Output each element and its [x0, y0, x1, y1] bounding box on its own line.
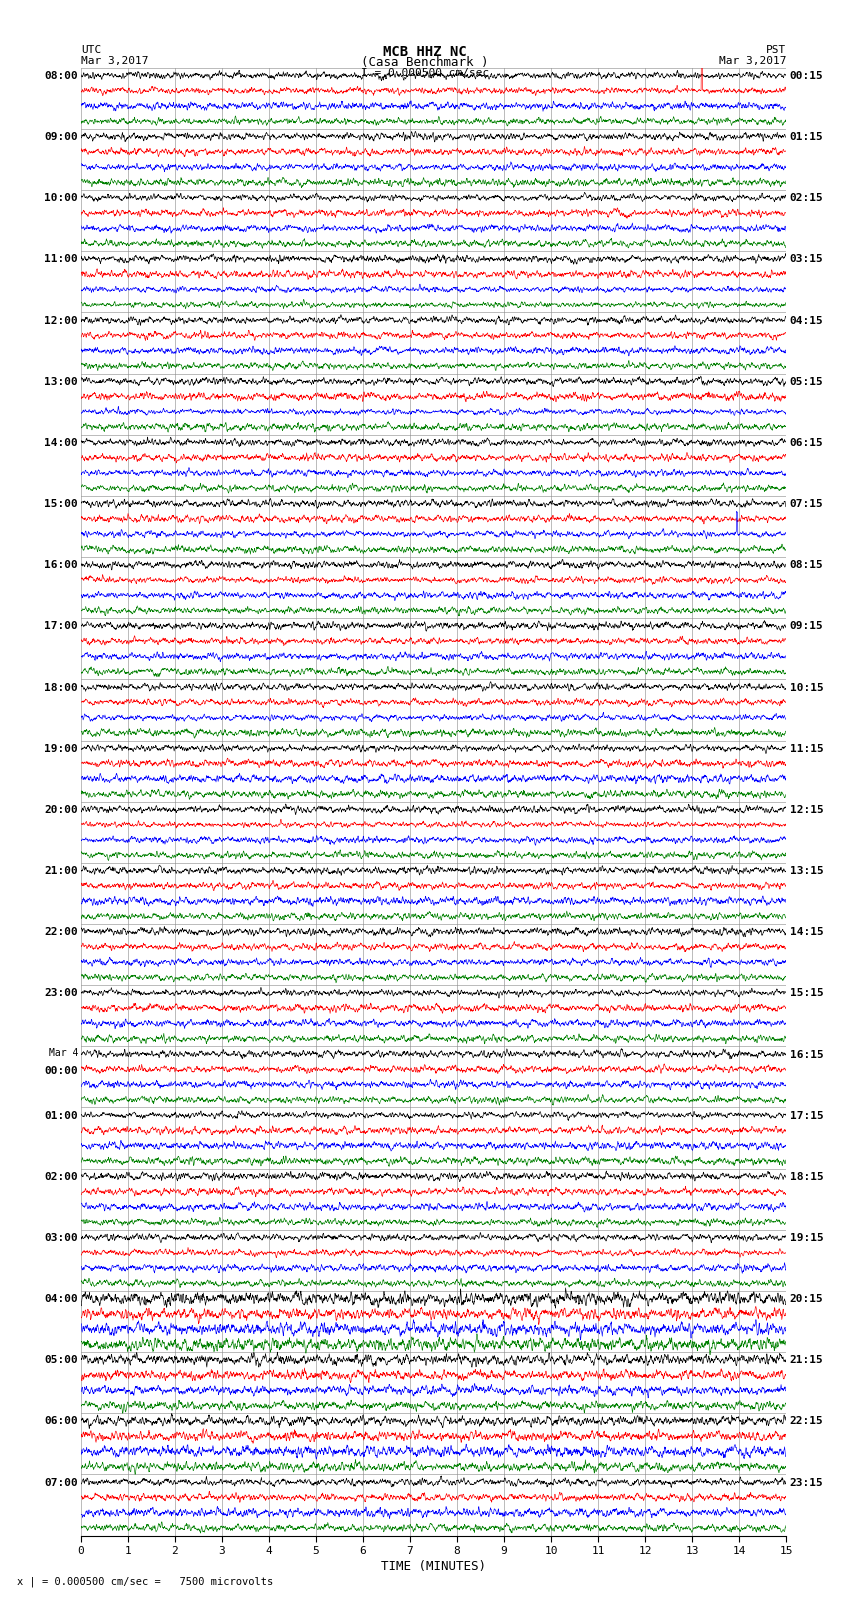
Text: 22:15: 22:15 — [790, 1416, 824, 1426]
Text: 23:15: 23:15 — [790, 1478, 824, 1487]
Text: UTC: UTC — [81, 45, 101, 55]
Text: 15:00: 15:00 — [44, 498, 78, 510]
Text: 08:15: 08:15 — [790, 560, 824, 571]
Text: 18:15: 18:15 — [790, 1171, 824, 1182]
Text: 11:15: 11:15 — [790, 744, 824, 753]
Text: 05:15: 05:15 — [790, 377, 824, 387]
Text: (Casa Benchmark ): (Casa Benchmark ) — [361, 56, 489, 69]
Text: 07:00: 07:00 — [44, 1478, 78, 1487]
Text: Mar 3,2017: Mar 3,2017 — [81, 56, 148, 66]
Text: 21:00: 21:00 — [44, 866, 78, 876]
Text: 06:00: 06:00 — [44, 1416, 78, 1426]
Text: I = 0.000500 cm/sec: I = 0.000500 cm/sec — [361, 68, 489, 77]
Text: 20:15: 20:15 — [790, 1294, 824, 1305]
Text: 14:15: 14:15 — [790, 927, 824, 937]
Text: 01:15: 01:15 — [790, 132, 824, 142]
Text: 09:00: 09:00 — [44, 132, 78, 142]
Text: 02:15: 02:15 — [790, 194, 824, 203]
Text: MCB HHZ NC: MCB HHZ NC — [383, 45, 467, 60]
Text: 16:15: 16:15 — [790, 1050, 824, 1060]
Text: 00:00: 00:00 — [44, 1066, 78, 1076]
Text: 12:15: 12:15 — [790, 805, 824, 815]
Text: 06:15: 06:15 — [790, 439, 824, 448]
Text: 03:00: 03:00 — [44, 1232, 78, 1244]
Text: 01:00: 01:00 — [44, 1111, 78, 1121]
Text: 10:15: 10:15 — [790, 682, 824, 692]
Text: 04:00: 04:00 — [44, 1294, 78, 1305]
Text: 22:00: 22:00 — [44, 927, 78, 937]
Text: 08:00: 08:00 — [44, 71, 78, 81]
Text: 13:00: 13:00 — [44, 377, 78, 387]
Text: 10:00: 10:00 — [44, 194, 78, 203]
Text: x | = 0.000500 cm/sec =   7500 microvolts: x | = 0.000500 cm/sec = 7500 microvolts — [17, 1576, 273, 1587]
Text: 20:00: 20:00 — [44, 805, 78, 815]
Text: 14:00: 14:00 — [44, 439, 78, 448]
Text: 19:15: 19:15 — [790, 1232, 824, 1244]
Text: 18:00: 18:00 — [44, 682, 78, 692]
Text: 23:00: 23:00 — [44, 989, 78, 998]
Text: 13:15: 13:15 — [790, 866, 824, 876]
Text: 12:00: 12:00 — [44, 316, 78, 326]
Text: 05:00: 05:00 — [44, 1355, 78, 1365]
Text: 09:15: 09:15 — [790, 621, 824, 631]
Text: 21:15: 21:15 — [790, 1355, 824, 1365]
Text: 07:15: 07:15 — [790, 498, 824, 510]
Text: 19:00: 19:00 — [44, 744, 78, 753]
Text: 02:00: 02:00 — [44, 1171, 78, 1182]
Text: 15:15: 15:15 — [790, 989, 824, 998]
Text: 17:00: 17:00 — [44, 621, 78, 631]
X-axis label: TIME (MINUTES): TIME (MINUTES) — [381, 1560, 486, 1573]
Text: 16:00: 16:00 — [44, 560, 78, 571]
Text: Mar 4: Mar 4 — [48, 1048, 78, 1058]
Text: PST: PST — [766, 45, 786, 55]
Text: 17:15: 17:15 — [790, 1111, 824, 1121]
Text: 11:00: 11:00 — [44, 255, 78, 265]
Text: 00:15: 00:15 — [790, 71, 824, 81]
Text: 03:15: 03:15 — [790, 255, 824, 265]
Text: Mar 3,2017: Mar 3,2017 — [719, 56, 786, 66]
Text: 04:15: 04:15 — [790, 316, 824, 326]
